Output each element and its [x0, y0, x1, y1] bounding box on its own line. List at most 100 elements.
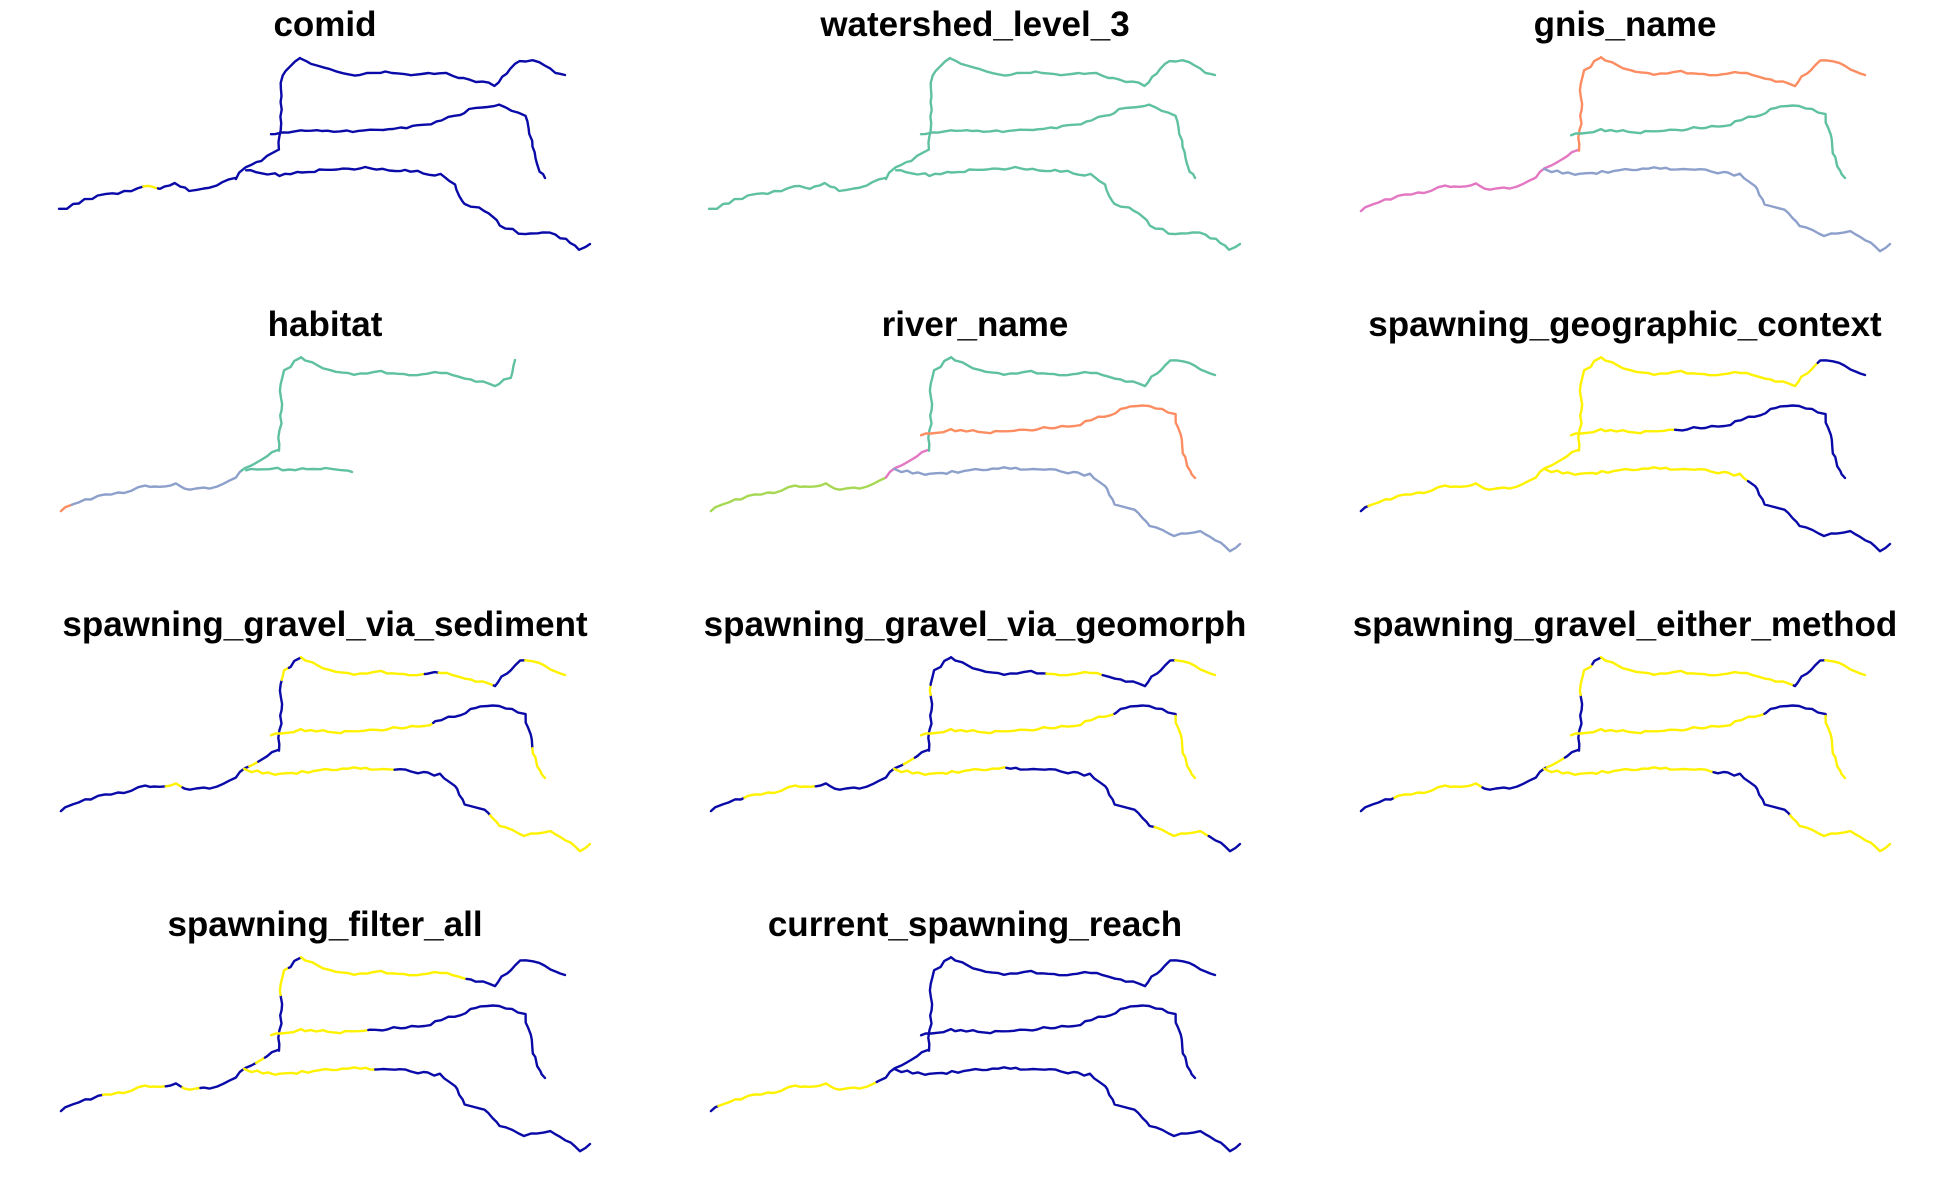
river-segment-south-branch: [244, 165, 592, 252]
river-network-map: [1359, 356, 1892, 553]
river-segment-upper-north: [299, 956, 468, 981]
river-segment-south-branch: [1712, 770, 1792, 817]
river-segment-south-branch: [1542, 766, 1715, 777]
river-segment-middle-branch: [531, 746, 547, 780]
river-segment-middle-branch: [269, 103, 547, 180]
river-segment-upper-north: [1816, 359, 1867, 377]
river-segment-upper-north: [492, 659, 527, 688]
river-segment-middle-branch: [432, 704, 534, 750]
river-segment-upper-north: [1599, 56, 1867, 88]
map-panel-current-spawning-reach: current_spawning_reach: [650, 900, 1300, 1200]
river-network-map: [707, 56, 1242, 252]
river-segment-middle-branch: [1113, 704, 1177, 718]
river-segment-south-branch: [1207, 834, 1242, 853]
river-segment-low-west: [875, 1076, 887, 1084]
panel-title: spawning_geographic_context: [1368, 305, 1882, 344]
river-segment-low-west: [181, 776, 237, 791]
river-segment-middle-branch: [1569, 427, 1677, 437]
river-segment-upper-north: [949, 956, 1217, 988]
river-segment-south-branch: [374, 1067, 592, 1153]
river-segment-trib-lower: [234, 469, 243, 479]
river-segment-south-branch: [892, 1066, 1242, 1153]
river-segment-south-branch: [1542, 466, 1750, 483]
river-segment-south-branch: [1005, 766, 1156, 829]
river-segment-upper-north: [437, 671, 495, 687]
river-segment-upper-north: [1824, 659, 1867, 677]
river-segment-low-west: [181, 1086, 202, 1091]
river-segment-mainstem-upper: [1577, 356, 1602, 452]
panel-title: current_spawning_reach: [767, 905, 1183, 944]
map-panel-spawning-geographic-context: spawning_geographic_context: [1300, 300, 1950, 600]
river-segment-middle-branch: [1569, 712, 1766, 737]
river-segment-mainstem-upper: [927, 56, 952, 151]
panel-title: river_name: [881, 305, 1069, 344]
river-segment-middle-branch: [367, 1004, 547, 1080]
river-segment-trib-lower: [263, 1048, 280, 1059]
river-segment-upper-north: [1174, 659, 1217, 677]
panel-title: spawning_gravel_via_geomorph: [703, 605, 1247, 644]
river-network-map: [57, 56, 592, 252]
river-segment-upper-north: [1101, 659, 1177, 688]
river-segment-upper-north: [1599, 356, 1819, 388]
river-network-map: [709, 356, 1242, 553]
river-segment-low-west: [709, 476, 887, 513]
river-segment-upper-north: [949, 57, 1217, 88]
river-segment-south-branch: [242, 766, 396, 777]
river-segment-middle-branch: [919, 404, 1197, 480]
river-segment-trib-lower: [1534, 148, 1580, 179]
river-segment-low-west: [70, 476, 237, 506]
river-segment-mainstem-upper: [277, 993, 284, 1052]
map-panel-spawning-gravel-either-method: spawning_gravel_either_method: [1300, 600, 1950, 900]
river-segment-upper-north: [1045, 670, 1104, 677]
river-segment-middle-branch: [1673, 404, 1847, 480]
river-segment-trib-lower: [234, 148, 280, 181]
river-segment-middle-branch: [269, 1027, 370, 1037]
river-segment-hab-stub: [244, 466, 354, 474]
river-segment-upper-north: [524, 659, 567, 677]
map-panel-spawning-gravel-via-sediment: spawning_gravel_via_sediment: [0, 600, 650, 900]
river-segment-trib-lower: [1545, 756, 1567, 769]
river-segment-middle-branch: [919, 712, 1116, 737]
river-network-map: [59, 356, 517, 513]
map-panel-comid: comid: [0, 0, 650, 300]
river-segment-low-west: [59, 503, 74, 513]
river-segment-mainstem-upper: [927, 356, 952, 452]
river-segment-mainstem-upper: [278, 966, 291, 997]
river-segment-low-west: [101, 1084, 167, 1097]
map-panel-spawning-filter-all: spawning_filter_all: [0, 900, 650, 1200]
river-segment-middle-branch: [919, 103, 1197, 180]
river-segment-low-west: [717, 1080, 878, 1108]
river-segment-south-branch: [1542, 166, 1892, 253]
river-network-map: [59, 656, 592, 853]
river-segment-mainstem-upper: [927, 956, 952, 1052]
river-segment-upper-north: [299, 57, 567, 88]
panel-title: habitat: [267, 305, 383, 344]
river-segment-low-west: [707, 176, 887, 211]
river-segment-trib-lower: [884, 1048, 930, 1079]
river-segment-low-west: [1359, 176, 1537, 213]
river-segment-mainstem-upper: [280, 666, 291, 682]
river-segment-low-west: [142, 184, 160, 190]
river-segment-south-branch: [892, 766, 1008, 777]
river-segment-south-branch: [1153, 825, 1210, 838]
river-segment-trib-lower: [1534, 448, 1580, 479]
river-network-map: [709, 656, 1242, 853]
river-segment-low-west: [59, 784, 167, 813]
river-segment-trib-lower: [1563, 748, 1580, 759]
river-segment-middle-branch: [1824, 714, 1847, 780]
river-segment-upper-north: [423, 670, 440, 676]
river-segment-upper-north: [299, 656, 426, 677]
panel-title: spawning_filter_all: [167, 905, 483, 944]
river-segment-south-branch: [1746, 479, 1892, 553]
river-segment-trib-lower: [884, 448, 930, 479]
river-segment-trib-lower: [913, 748, 930, 759]
river-segment-trib-lower: [884, 148, 930, 181]
panel-title: spawning_gravel_either_method: [1352, 605, 1898, 644]
river-network-map: [59, 956, 592, 1153]
river-segment-upper-north-short: [299, 356, 517, 388]
map-panel-watershed-level-3: watershed_level_3: [650, 0, 1300, 300]
river-segment-middle-branch: [919, 1004, 1197, 1080]
river-segment-mainstem-upper: [1591, 656, 1602, 666]
river-segment-low-west: [743, 784, 817, 799]
river-segment-low-west: [709, 796, 746, 813]
